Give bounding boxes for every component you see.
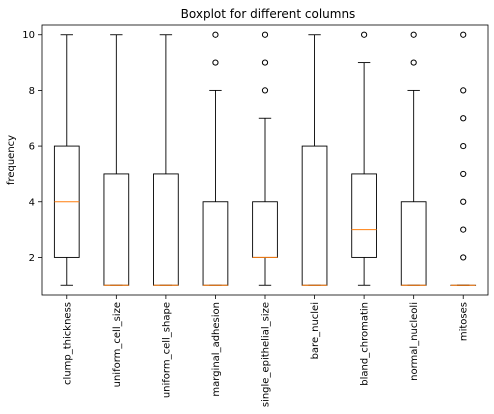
- box: [351, 173, 377, 258]
- outlier-point: [261, 31, 269, 38]
- x-tick-label: mitoses: [459, 302, 470, 341]
- outlier-point: [460, 254, 467, 261]
- outlier-point: [361, 31, 368, 38]
- box: [103, 173, 130, 286]
- outlier-point: [460, 226, 467, 233]
- y-tick-label: 4: [29, 197, 35, 208]
- x-tick-label: clump_thickness: [62, 302, 73, 385]
- x-tick-label: bare_nuclei: [310, 302, 321, 359]
- y-axis-label: frequency: [6, 135, 17, 185]
- box: [153, 173, 179, 286]
- outlier-point: [212, 31, 219, 38]
- outlier-point: [261, 87, 269, 94]
- box: [252, 201, 278, 258]
- outlier-point: [460, 142, 467, 150]
- box: [400, 201, 427, 286]
- y-tick-label: 10: [22, 30, 35, 41]
- y-tick-label: 2: [29, 253, 35, 264]
- plot-area: 2 4 6 8 10 clump_thickness uniform_cell_size un…: [22, 24, 489, 407]
- x-tick-label: marginal_adhesion: [211, 302, 222, 397]
- outlier-point: [460, 198, 467, 205]
- outlier-point: [410, 59, 417, 66]
- box: [202, 201, 229, 286]
- outlier-point: [261, 59, 269, 66]
- x-tick-label: uniform_cell_shape: [161, 302, 172, 398]
- x-tick-label: bland_chromatin: [360, 302, 371, 386]
- outlier-point: [410, 31, 417, 38]
- y-tick-label: 6: [29, 142, 35, 153]
- outlier-point: [460, 31, 467, 38]
- x-tick-label: normal_nucleoli: [409, 302, 420, 381]
- outlier-point: [460, 115, 467, 122]
- chart-title: Boxplot for different columns: [181, 7, 356, 21]
- x-tick-label: single_epithelial_size: [261, 302, 272, 407]
- box: [301, 145, 328, 286]
- outlier-point: [212, 59, 219, 66]
- outlier-point: [460, 87, 467, 94]
- y-tick-label: 8: [29, 86, 35, 97]
- outlier-point: [460, 170, 467, 178]
- x-tick-label: uniform_cell_size: [112, 302, 123, 387]
